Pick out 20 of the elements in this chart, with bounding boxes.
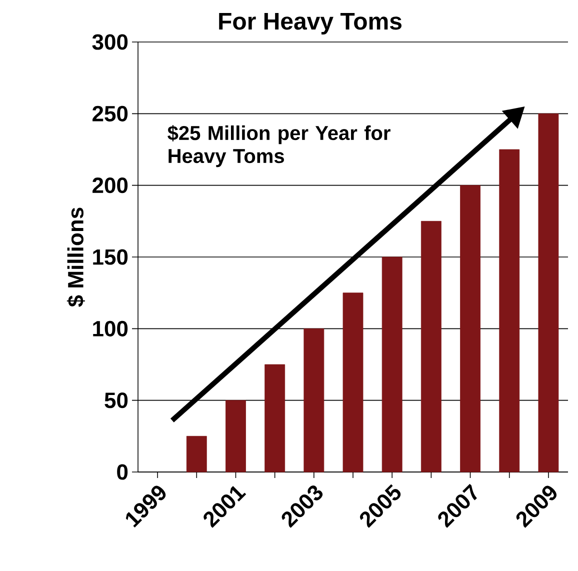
y-tick-label: 300 bbox=[92, 34, 128, 50]
y-axis-title: $ Millions bbox=[66, 208, 85, 307]
bar bbox=[382, 256, 402, 472]
y-tick-label: 200 bbox=[92, 178, 128, 194]
bar bbox=[499, 149, 520, 472]
y-tick-label: 250 bbox=[92, 106, 128, 122]
annotation: $25 Million per Year for Heavy Toms bbox=[168, 125, 390, 168]
bar bbox=[186, 436, 207, 472]
bar bbox=[342, 292, 364, 472]
bar bbox=[264, 364, 286, 472]
y-tick-label: 150 bbox=[93, 249, 128, 265]
chart-title: For Heavy Toms bbox=[219, 12, 402, 34]
y-tick-label: 0 bbox=[117, 464, 128, 480]
bar bbox=[226, 400, 246, 472]
bar bbox=[460, 185, 480, 472]
y-tick-label: 50 bbox=[104, 392, 128, 408]
bar bbox=[304, 328, 324, 472]
bar bbox=[538, 113, 559, 472]
bar bbox=[420, 220, 442, 472]
y-tick-label: 100 bbox=[93, 320, 128, 336]
